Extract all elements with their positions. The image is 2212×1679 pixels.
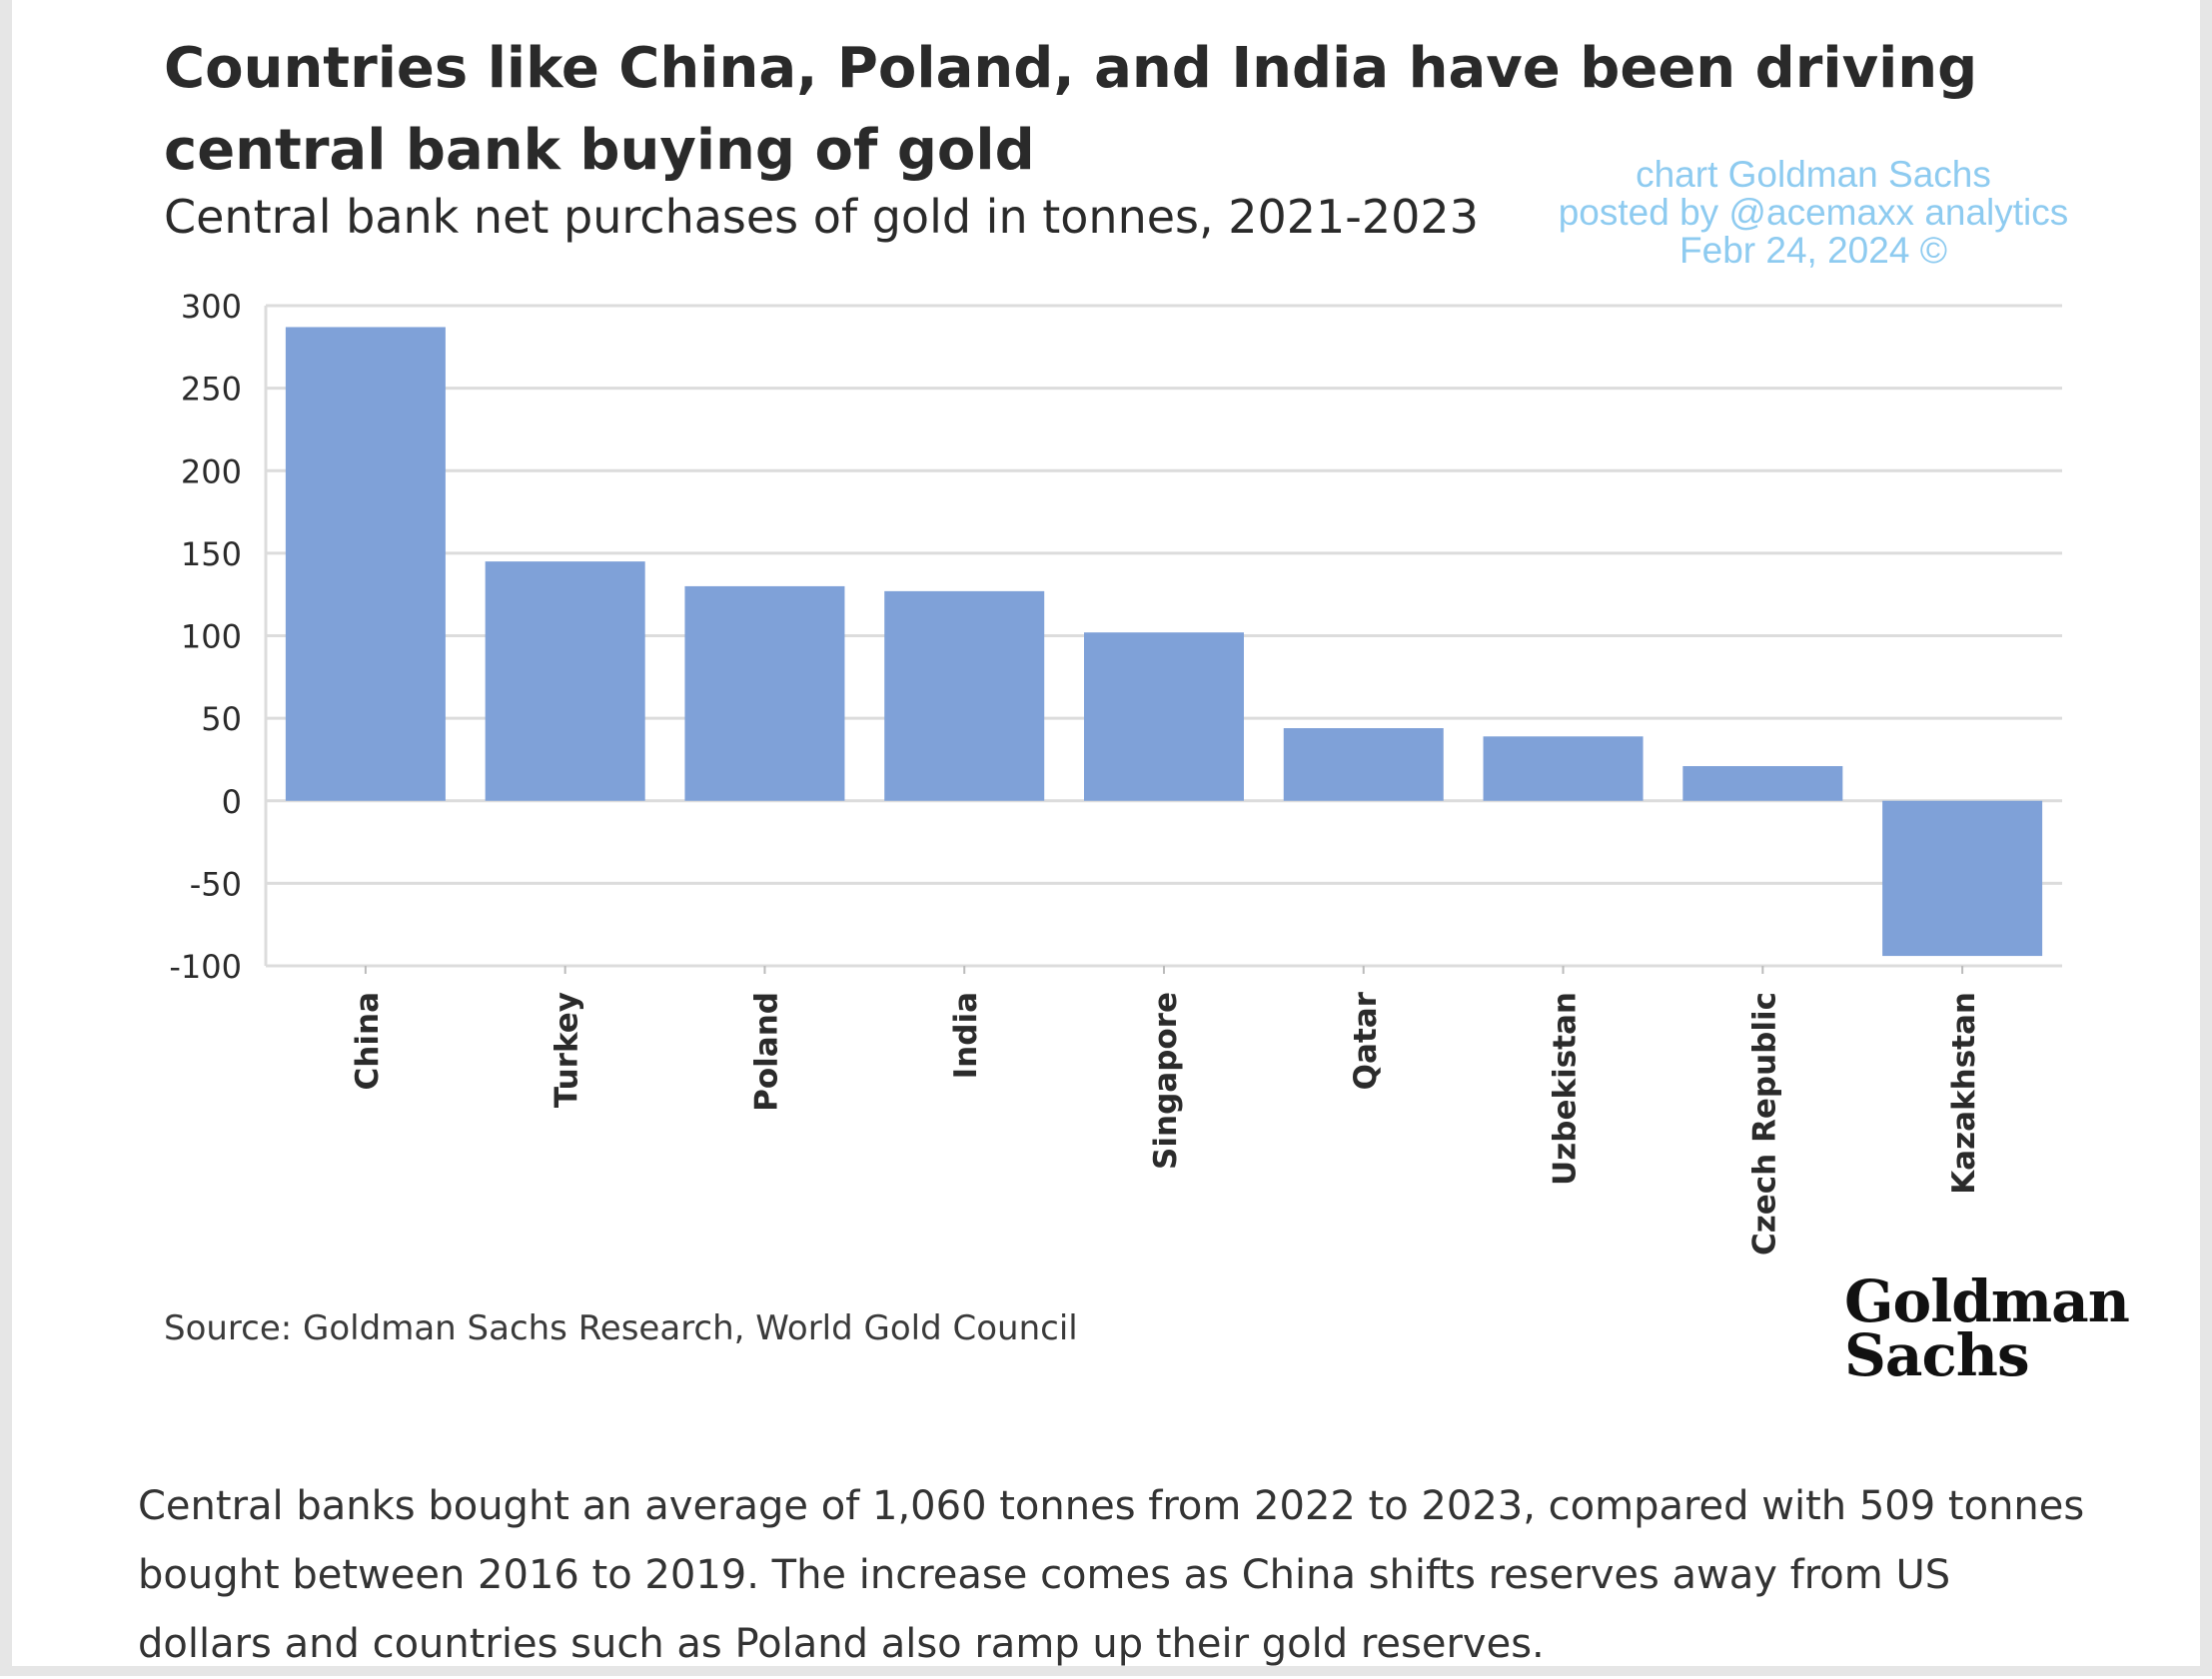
y-tick-label: -100 — [169, 948, 242, 986]
watermark-line-1: chart Goldman Sachs — [1636, 154, 1991, 195]
logo-line-2: Sachs — [1844, 1321, 2030, 1389]
chart-subtitle: Central bank net purchases of gold in to… — [164, 190, 1479, 244]
x-tick-label: Turkey — [550, 992, 585, 1108]
x-tick-label: Singapore — [1148, 992, 1184, 1170]
watermark-line-2: posted by @acemaxx analytics — [1558, 192, 2069, 233]
logo-line-1: Goldman — [1844, 1267, 2130, 1335]
x-tick-label: Czech Republic — [1746, 992, 1782, 1256]
tick-labels: 300 250 200 150 100 50 0 -50 -100 China Turkey Pola… — [169, 288, 1982, 1256]
y-tick-label: 300 — [181, 288, 242, 326]
y-tick-label: 50 — [201, 700, 242, 738]
x-tick-label: China — [350, 992, 386, 1090]
frame-left-border — [0, 0, 12, 1676]
x-tick-label: Poland — [748, 992, 784, 1112]
bars — [285, 327, 2043, 957]
axes — [264, 306, 1964, 974]
y-tick-label: 100 — [181, 618, 242, 656]
y-tick-label: -50 — [190, 865, 242, 903]
description-paragraph: Central banks bought an average of 1,060… — [138, 1483, 2085, 1667]
chart-title: Countries like China, Poland, and India … — [164, 36, 1978, 183]
bar-chart: 300 250 200 150 100 50 0 -50 -100 China Turkey Pola… — [169, 288, 2062, 1256]
y-tick-label: 250 — [181, 371, 242, 409]
x-tick-label: Qatar — [1348, 991, 1384, 1090]
bar-czech-republic — [1682, 766, 1843, 801]
bar-poland — [684, 585, 845, 801]
bar-turkey — [485, 561, 645, 801]
bar-china — [285, 327, 446, 801]
watermark-line-3: Febr 24, 2024 © — [1679, 230, 1947, 271]
frame-right-border — [2200, 0, 2212, 1676]
y-tick-label: 150 — [181, 535, 242, 573]
x-tick-label: Uzbekistan — [1548, 992, 1584, 1186]
bar-india — [884, 590, 1045, 801]
y-tick-label: 0 — [222, 783, 242, 821]
x-tick-label: India — [948, 992, 984, 1079]
bar-uzbekistan — [1483, 736, 1644, 801]
bar-qatar — [1283, 728, 1444, 801]
frame-bottom-border — [0, 1666, 2212, 1676]
watermark: chart Goldman Sachs posted by @acemaxx a… — [1539, 156, 2088, 270]
goldman-sachs-logo: Goldman Sachs — [1844, 1267, 2130, 1389]
bar-kazakhstan — [1882, 800, 2043, 957]
source-note: Source: Goldman Sachs Research, World Go… — [164, 1308, 1078, 1348]
y-tick-label: 200 — [181, 452, 242, 490]
bar-singapore — [1084, 632, 1244, 801]
x-tick-label: Kazakhstan — [1946, 992, 1982, 1195]
